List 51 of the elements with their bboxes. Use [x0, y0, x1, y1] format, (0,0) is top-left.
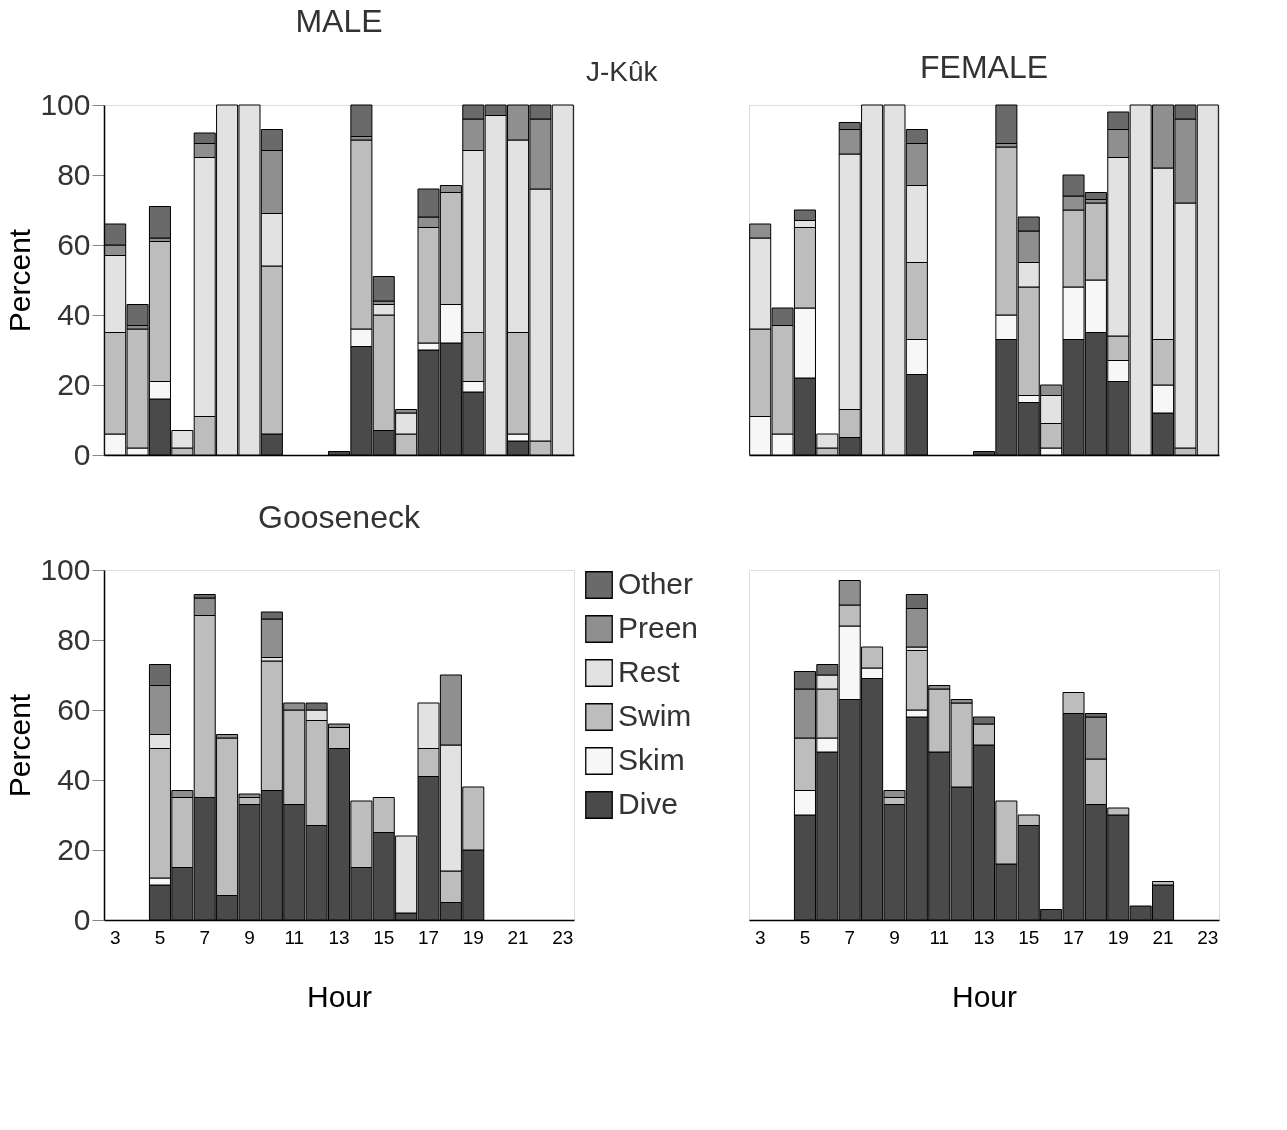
x-tick-label: 5: [154, 926, 166, 948]
chart-title: MALE: [295, 3, 383, 39]
y-tick-label: 20: [57, 367, 91, 401]
x-tick-label: 17: [1062, 926, 1085, 948]
x-tick-label: 19: [462, 926, 484, 948]
y-tick-label: 80: [57, 157, 91, 191]
y-tick-label: 20: [57, 832, 91, 866]
x-tick-label: 15: [1018, 926, 1040, 948]
x-tick-label: 7: [199, 926, 210, 948]
legend-label: Dive: [618, 787, 679, 820]
legend-label: Rest: [618, 655, 681, 688]
y-tick-label: 100: [40, 87, 91, 121]
y-tick-label: 80: [57, 622, 91, 656]
x-tick-label: 17: [417, 926, 440, 948]
bar: [995, 104, 1018, 144]
x-tick-label: 3: [754, 926, 766, 948]
x-tick-label: 9: [244, 926, 255, 948]
y-tick-label: 100: [40, 552, 91, 586]
bar: [350, 104, 373, 137]
legend-label: Preen: [618, 611, 699, 644]
y-tick-label: 60: [57, 692, 91, 726]
y-axis-title: Percent: [3, 228, 37, 333]
y-tick-label: 40: [57, 297, 91, 331]
legend-label: Swim: [618, 699, 692, 732]
x-tick-label: 19: [1107, 926, 1129, 948]
x-tick-label: 23: [1197, 926, 1219, 948]
y-tick-label: 60: [57, 227, 91, 261]
x-tick-label: 11: [284, 926, 305, 948]
bar: [148, 206, 171, 239]
x-tick-label: 5: [799, 926, 811, 948]
x-axis-title: Hour: [306, 979, 373, 1013]
legend-label: Skim: [618, 743, 685, 776]
x-tick-label: 9: [889, 926, 900, 948]
x-tick-label: 13: [328, 926, 350, 948]
chart-title: Gooseneck: [258, 499, 421, 535]
x-tick-label: 3: [109, 926, 121, 948]
x-tick-label: 21: [507, 926, 529, 948]
x-tick-label: 11: [929, 926, 950, 948]
x-tick-label: 23: [552, 926, 574, 948]
chart-title: FEMALE: [919, 48, 1049, 85]
x-tick-label: 13: [973, 926, 995, 948]
text: J-Kûk: [586, 56, 659, 87]
x-tick-label: 15: [373, 926, 395, 948]
y-tick-label: 0: [73, 437, 91, 471]
x-axis-title: Hour: [951, 979, 1018, 1013]
x-tick-label: 21: [1152, 926, 1174, 948]
x-tick-label: 7: [844, 926, 855, 948]
y-axis-title: Percent: [3, 693, 37, 798]
legend-label: Other: [618, 567, 694, 600]
y-tick-label: 0: [73, 902, 91, 936]
y-tick-label: 40: [57, 762, 91, 796]
